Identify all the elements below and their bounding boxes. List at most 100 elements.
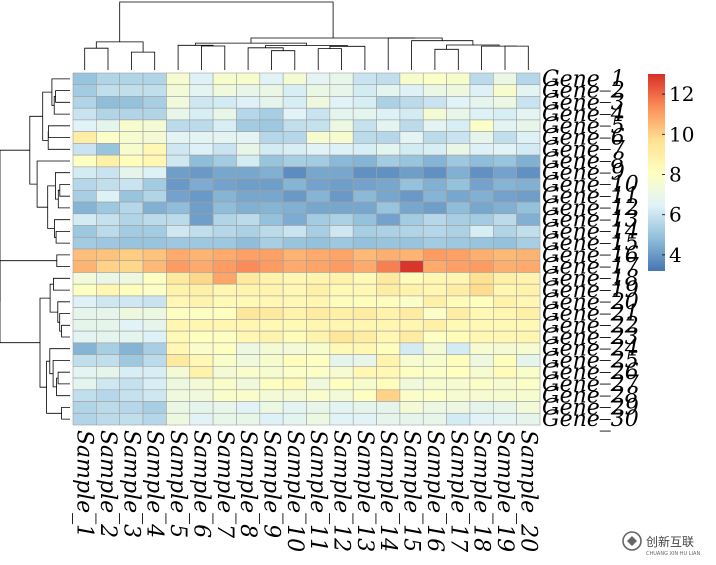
heatmap-cell [306,377,331,391]
heatmap-cell [72,330,97,344]
heatmap-cell [376,330,401,344]
heatmap-cell [212,283,237,297]
heatmap-cell [516,213,541,226]
heatmap-cell [376,272,401,285]
row-label: Gene_30 [542,407,639,432]
heatmap-cell [422,330,447,344]
heatmap-cell [492,107,517,121]
heatmap-cell [212,84,237,97]
heatmap-cell [189,272,214,285]
heatmap-cell [446,319,471,332]
heatmap-cell [189,283,214,297]
heatmap-cell [469,143,494,156]
heatmap-cell [422,166,447,179]
heatmap-cell [516,319,541,332]
heatmap-cell [352,283,377,297]
heatmap-cell [119,307,144,320]
heatmap-cell [399,178,424,191]
heatmap-cell [516,366,541,379]
heatmap-cell [469,389,494,402]
heatmap-cell [469,330,494,344]
dendrogram-branch [201,45,226,70]
heatmap-cell [352,319,377,332]
heatmap-cell [492,178,517,191]
watermark: 创新互联 CHUANG XIN HU LIAN [622,531,700,557]
heatmap-cell [469,295,494,308]
heatmap-cell [236,319,261,332]
column-label: Sample_16 [422,430,447,552]
row-dendrogram [0,78,70,420]
heatmap-cell [72,260,97,273]
heatmap-cell [399,401,424,414]
heatmap-cell [376,389,401,402]
heatmap-cell [399,330,424,344]
dendrogram-branch [131,51,156,70]
column-label: Sample_8 [235,430,260,538]
heatmap-cell [306,119,331,132]
heatmap-cell [516,190,541,203]
dendrogram-branch [504,45,529,70]
heatmap-cell [142,260,167,273]
heatmap-cell [236,201,261,215]
heatmap-cell [119,389,144,402]
dendrogram-branch [119,1,334,42]
heatmap-cell [189,377,214,391]
heatmap-cell [212,96,237,109]
heatmap-cell [422,119,447,132]
heatmap-cell [236,260,261,273]
heatmap-cell [446,190,471,203]
heatmap-cell [119,295,144,308]
heatmap-cell [236,154,261,168]
heatmap-cell [259,72,284,86]
heatmap-cell [329,330,354,344]
heatmap-cell [282,412,307,426]
heatmap-cell [259,201,284,215]
heatmap-cell [236,143,261,156]
dendrogram-branch [48,125,70,138]
heatmap-cell [212,119,237,132]
heatmap-cell [259,143,284,156]
heatmap-cell [282,178,307,191]
dendrogram-branch [53,277,70,291]
heatmap-cell [72,84,97,97]
heatmap-cell [422,295,447,308]
heatmap-cell [422,84,447,97]
heatmap-cell [329,84,354,97]
heatmap-cell [166,330,191,344]
column-label: Sample_7 [212,430,237,538]
heatmap-cell [259,190,284,203]
heatmap-cell [166,283,191,297]
heatmap-cell [119,236,144,250]
heatmap-cell [399,307,424,320]
heatmap-cell [236,283,261,297]
heatmap-cell [352,119,377,132]
heatmap-cell [306,72,331,86]
heatmap-cell [212,342,237,355]
heatmap-cell [492,295,517,308]
heatmap-cell [422,213,447,226]
heatmap-cell [259,166,284,179]
heatmap-cell [72,190,97,203]
dendrogram-branch [29,115,43,185]
heatmap-cell [166,307,191,320]
heatmap-cell [189,72,214,86]
heatmap-cell [399,389,424,402]
heatmap-cell [96,401,120,414]
heatmap-cell [142,178,167,191]
heatmap-cell [166,213,191,226]
heatmap-cell [329,377,354,391]
heatmap-cell [119,342,144,355]
heatmap-cell [376,72,401,86]
heatmap-cell [376,307,401,320]
heatmap-cell [352,366,377,379]
row-label: Gene_28 [542,384,639,409]
heatmap-cell [492,319,517,332]
heatmap-cell [72,201,97,215]
heatmap-cell [446,107,471,121]
heatmap-cell [399,131,424,144]
heatmap-cell [259,154,284,168]
heatmap-cell [469,319,494,332]
heatmap-cell [212,366,237,379]
heatmap-cell [282,143,307,156]
heatmap-cell [259,319,284,332]
